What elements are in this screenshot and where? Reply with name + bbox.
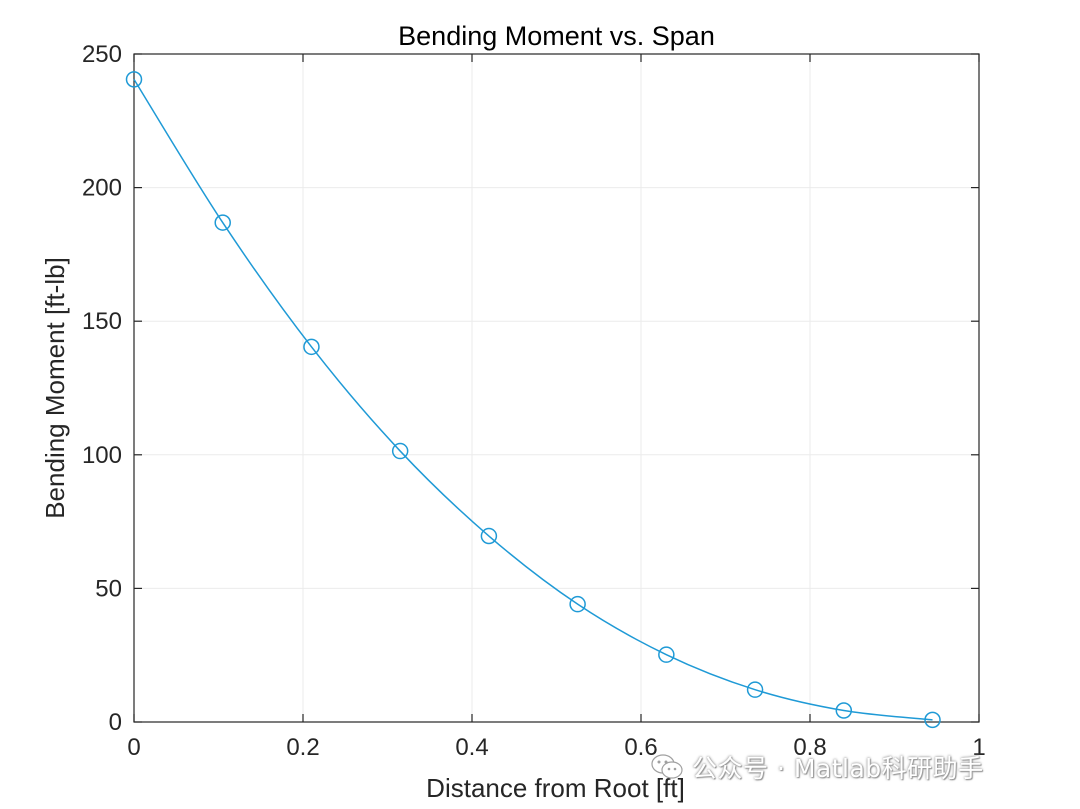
y-tick-label: 100	[82, 442, 122, 469]
data-point-marker	[924, 711, 941, 729]
series-line	[133, 78, 933, 721]
data-point-marker	[214, 214, 231, 231]
y-tick-label: 150	[82, 308, 122, 335]
series-group	[125, 71, 941, 729]
y-tick-label: 250	[82, 41, 122, 68]
data-point-marker	[746, 681, 764, 698]
tick-marks	[133, 53, 980, 723]
x-tick-labels: 0 0.2 0.4 0.6 0.8 1	[127, 734, 985, 761]
data-point-marker	[658, 646, 675, 663]
x-tick-label: 0	[127, 734, 140, 761]
data-point-marker	[835, 702, 853, 719]
data-point-marker	[391, 442, 409, 460]
x-axis-label: Distance from Root [ft]	[426, 773, 685, 803]
watermark-text: 公众号 · Matlab科研助手	[692, 754, 984, 783]
plot-area	[133, 53, 980, 723]
y-tick-label: 0	[109, 709, 122, 736]
data-point-marker	[480, 527, 498, 545]
y-tick-labels: 0 50 100 150 200 250	[82, 41, 122, 736]
x-tick-label: 1	[972, 734, 985, 761]
watermark: 公众号 · Matlab科研助手	[650, 747, 984, 787]
wechat-icon	[650, 752, 684, 782]
x-tick-label: 0.4	[455, 734, 488, 761]
x-tick-label: 0.8	[793, 734, 826, 761]
chart-title: Bending Moment vs. Span	[398, 21, 715, 51]
data-point-marker	[125, 71, 143, 88]
y-tick-label: 50	[95, 575, 122, 602]
y-tick-label: 200	[82, 175, 122, 202]
x-tick-label: 0.2	[286, 734, 319, 761]
data-point-marker	[303, 338, 320, 356]
y-axis-label: Bending Moment [ft-lb]	[40, 257, 70, 519]
x-tick-label: 0.6	[624, 734, 657, 761]
data-point-marker	[569, 595, 586, 613]
